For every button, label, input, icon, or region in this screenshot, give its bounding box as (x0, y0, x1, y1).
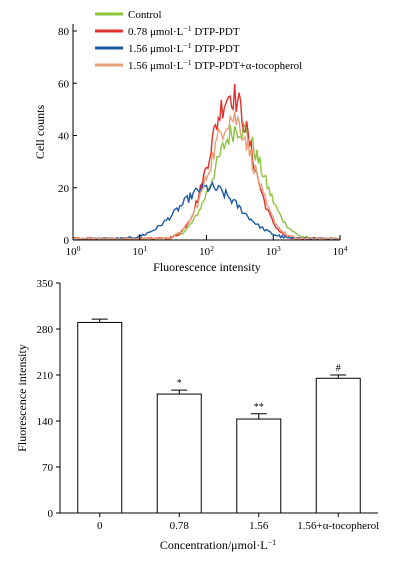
legend-label: 1.56 μmol·L−1 DTP-PDT (128, 41, 240, 55)
histogram-series-line (72, 83, 341, 241)
histogram-legend: Control 0.78 μmol·L−1 DTP-PDT 1.56 μmol·L−… (95, 9, 302, 72)
histogram-series-lines (72, 83, 341, 241)
histogram-y-tick-label: 80 (58, 26, 70, 38)
fluorescence-histogram: 0 20 40 60 80 100 101 102 103 104 Cell counts Fl… (33, 9, 348, 274)
legend-label: Control (128, 9, 162, 21)
histogram-x-tick-label: 104 (333, 244, 348, 258)
histogram-y-tick-label: 20 (58, 183, 70, 195)
legend-label: 0.78 μmol·L−1 DTP-PDT (128, 24, 240, 38)
bar-y-tick-label: 350 (37, 278, 54, 290)
histogram-x-label: Fluorescence intensity (153, 260, 261, 274)
histogram-y-tick-label: 0 (64, 235, 70, 247)
histogram-y-tick-label: 60 (58, 78, 70, 90)
bar (156, 393, 202, 514)
legend-label: 1.56 μmol·L−1 DTP-PDT+α-tocopherol (128, 58, 302, 72)
histogram-x-tick-label: 102 (199, 244, 214, 258)
histogram-y-tick-label: 40 (58, 131, 70, 143)
histogram-y-ticks: 0 20 40 60 80 (58, 26, 77, 247)
bar-y-tick-label: 280 (37, 324, 54, 336)
significance-marker: ** (254, 402, 264, 413)
bar-x-tick-label: 1.56+α-tocopherol (297, 520, 379, 532)
bar (77, 321, 123, 514)
bar-y-label: Fluorescence intensity (15, 344, 29, 452)
histogram-y-label: Cell counts (33, 105, 47, 160)
bar-y-tick-label: 210 (37, 370, 54, 382)
histogram-x-tick-label: 100 (66, 244, 81, 258)
significance-marker: # (336, 363, 341, 374)
bar-y-tick-label: 0 (48, 508, 54, 520)
bar-x-tick-label: 0.78 (170, 520, 190, 532)
bar-x-label: Concentration/μmol·L−1 (160, 538, 276, 552)
histogram-series-line (72, 111, 341, 240)
bar-x-ticks: 0 0.78 1.56 1.56+α-tocopherol (97, 513, 379, 532)
bar-y-tick-label: 70 (42, 462, 54, 474)
bar-x-tick-label: 0 (97, 520, 103, 532)
histogram-x-ticks: 100 101 102 103 104 (66, 235, 348, 258)
bar-y-tick-label: 140 (37, 416, 54, 428)
bar (236, 418, 282, 514)
histogram-x-tick-label: 101 (132, 244, 147, 258)
bar-y-ticks: 0 70 140 210 280 350 (37, 278, 60, 520)
histogram-x-tick-label: 103 (266, 244, 281, 258)
significance-marker: * (177, 378, 182, 389)
bar-x-tick-label: 1.56 (249, 520, 269, 532)
bar-marks: ***# (77, 318, 361, 514)
bar (315, 377, 361, 514)
